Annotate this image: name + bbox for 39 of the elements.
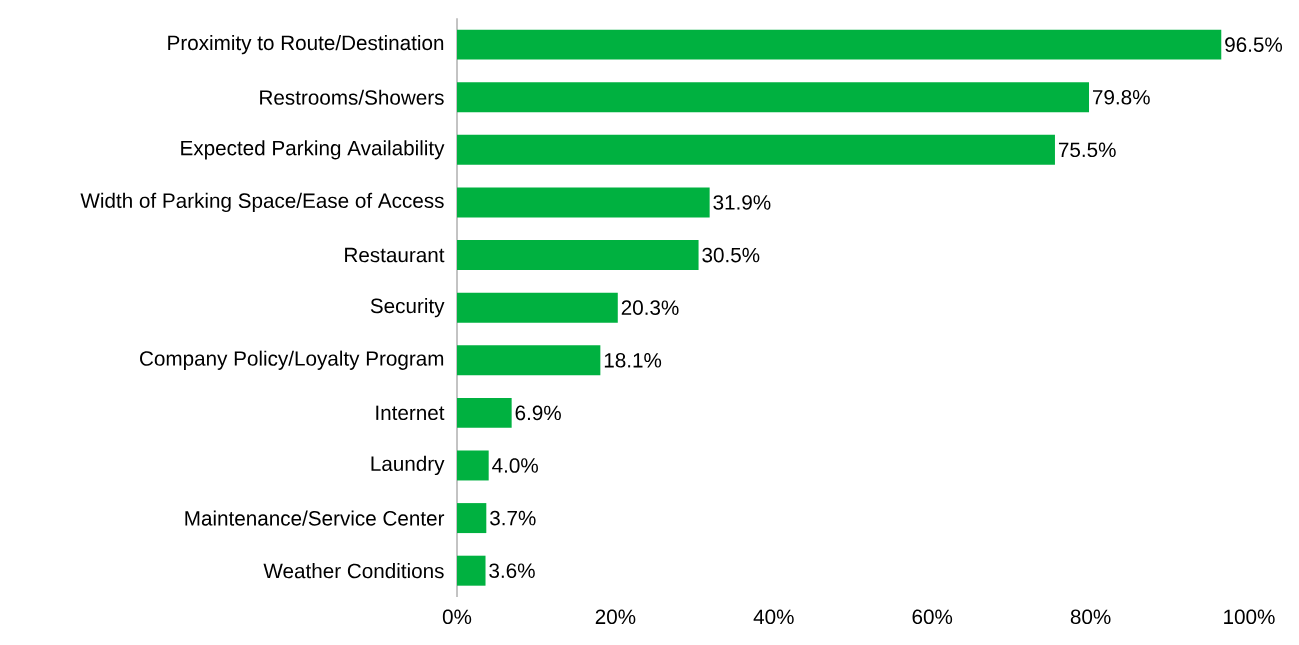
bar (457, 29, 1222, 60)
y-tick-label: Company Policy/Loyalty Program (140, 350, 444, 370)
data-label: 79.8% (1093, 89, 1150, 105)
x-tick-label: 60% (912, 609, 953, 625)
y-tick-label: Expected Parking Availability (181, 140, 445, 160)
y-tick-label: Internet (376, 405, 445, 421)
y-tick-label: Width of Parking Space/Ease of Access (80, 192, 444, 213)
y-tick-label: Weather Conditions (263, 563, 444, 579)
data-label: 4.0% (492, 458, 538, 473)
bar (457, 134, 1055, 165)
x-tick-label: 80% (1070, 609, 1111, 625)
bar (457, 555, 486, 586)
data-label: 75.5% (1058, 142, 1116, 158)
bar (457, 345, 601, 376)
data-label: 3.7% (490, 510, 536, 526)
data-label: 3.6% (489, 563, 535, 579)
x-tick-label: 40% (753, 609, 794, 625)
bar (457, 397, 512, 428)
y-tick-label: Restrooms/Showers (260, 89, 444, 105)
x-tick-label: 20% (595, 609, 636, 625)
y-tick-label: Maintenance/Service Center (185, 510, 445, 526)
x-tick-label: 100% (1224, 609, 1275, 625)
data-label: 20.3% (621, 300, 679, 315)
data-label: 31.9% (713, 195, 771, 210)
bar (457, 450, 489, 481)
y-tick-label: Proximity to Route/Destination (168, 35, 444, 55)
bar (457, 292, 618, 323)
data-label: 6.9% (515, 405, 561, 421)
bar (457, 187, 710, 218)
data-label: 30.5% (702, 247, 760, 263)
data-label: 96.5% (1225, 37, 1283, 52)
bar (457, 240, 699, 271)
x-tick-label: 0% (442, 609, 472, 625)
data-label: 18.1% (604, 352, 662, 368)
bar (457, 82, 1090, 113)
y-tick-label: Security (370, 298, 445, 318)
y-tick-label: Laundry (371, 455, 445, 476)
bar (457, 503, 487, 534)
y-tick-label: Restaurant (345, 247, 445, 263)
